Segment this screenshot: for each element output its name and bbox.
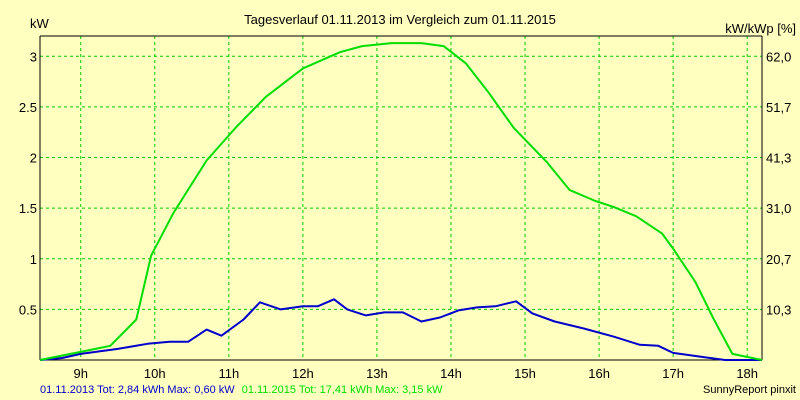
legend-series-2013: 01.11.2013 Tot: 2,84 kWh Max: 0,60 kW: [40, 384, 235, 396]
y-tick-left: 1.5: [19, 201, 37, 216]
y-tick-right: 10,3: [766, 302, 791, 317]
x-tick: 9h: [73, 366, 87, 381]
credit-text: SunnyReport pinxit: [703, 384, 796, 396]
legend-series-2015: 01.11.2015 Tot: 17,41 kWh Max: 3,15 kW: [242, 384, 443, 396]
y-axis-right-label: kW/kWp [%]: [725, 21, 796, 36]
y-tick-right: 20,7: [766, 252, 791, 267]
series-line-01.11.2015: [39, 42, 763, 361]
y-tick-left: 3: [30, 49, 37, 64]
y-tick-left: 1: [30, 252, 37, 267]
footer-legend: 01.11.2013 Tot: 2,84 kWh Max: 0,60 kW 01…: [40, 384, 443, 396]
x-tick: 16h: [588, 366, 610, 381]
x-tick: 11h: [218, 366, 239, 381]
x-tick: 10h: [144, 366, 166, 381]
tick-labels: 0.5 10,3 1 20,7 1.5 31,0 2 41,3 2.5 51,7 3 62,0 9h 10…: [19, 49, 791, 381]
y-tick-right: 31,0: [766, 201, 791, 216]
y-tick-left: 0.5: [19, 302, 37, 317]
chart-title: Tagesverlauf 01.11.2013 im Vergleich zum…: [244, 12, 556, 27]
x-tick: 18h: [736, 366, 758, 381]
x-tick: 17h: [662, 366, 684, 381]
y-axis-left-label: kW: [30, 16, 50, 31]
x-tick: 14h: [440, 366, 462, 381]
series-line-01.11.2013: [39, 298, 762, 361]
y-tick-left: 2.5: [19, 100, 37, 115]
axes: [39, 35, 763, 361]
x-tick: 12h: [292, 366, 314, 381]
x-tick: 15h: [514, 366, 536, 381]
y-tick-right: 62,0: [766, 49, 791, 64]
grid: [40, 36, 762, 360]
y-tick-left: 2: [30, 151, 37, 166]
y-tick-right: 41,3: [766, 151, 791, 166]
x-tick: 13h: [366, 366, 388, 381]
series-lines: [39, 42, 763, 361]
y-tick-right: 51,7: [766, 100, 791, 115]
